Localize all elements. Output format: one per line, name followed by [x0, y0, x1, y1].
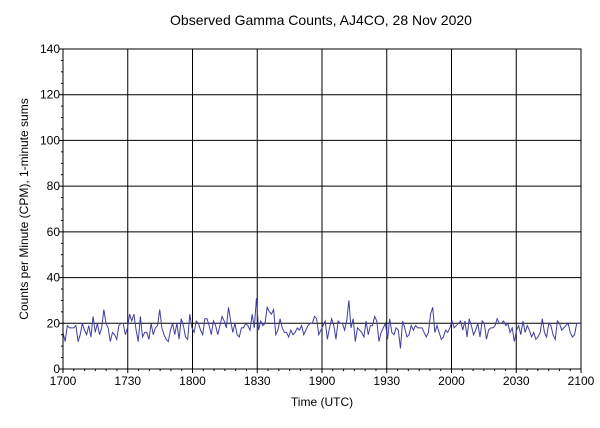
grid-lines — [63, 49, 581, 369]
series-line — [62, 298, 581, 349]
x-axis-title: Time (UTC) — [291, 395, 353, 409]
y-axis-title: Counts per Minute (CPM), 1-minute sums — [17, 98, 31, 319]
x-tick-label: 2100 — [568, 374, 595, 388]
y-tick-label: 40 — [47, 271, 61, 285]
x-tick-label: 1830 — [244, 374, 271, 388]
x-axis: 1700 1730 1800 1830 1900 1930 2000 2030 2100 — [50, 369, 595, 388]
y-tick-label: 140 — [40, 42, 60, 56]
x-tick-label: 1930 — [373, 374, 400, 388]
plot-frame — [62, 48, 582, 370]
x-tick-label: 2000 — [438, 374, 465, 388]
y-tick-label: 80 — [47, 179, 61, 193]
y-axis: 0 20 40 60 80 100 120 140 — [40, 42, 63, 376]
y-tick-label: 20 — [47, 316, 61, 330]
y-tick-label: 120 — [40, 88, 60, 102]
y-tick-label: 0 — [53, 362, 60, 376]
y-tick-label: 60 — [47, 225, 61, 239]
x-tick-label: 2030 — [503, 374, 530, 388]
chart-title: Observed Gamma Counts, AJ4CO, 28 Nov 202… — [170, 12, 472, 28]
y-tick-label: 100 — [40, 133, 60, 147]
x-tick-label: 1800 — [179, 374, 206, 388]
x-tick-label: 1730 — [114, 374, 141, 388]
x-tick-label: 1700 — [50, 374, 77, 388]
x-tick-label: 1900 — [309, 374, 336, 388]
